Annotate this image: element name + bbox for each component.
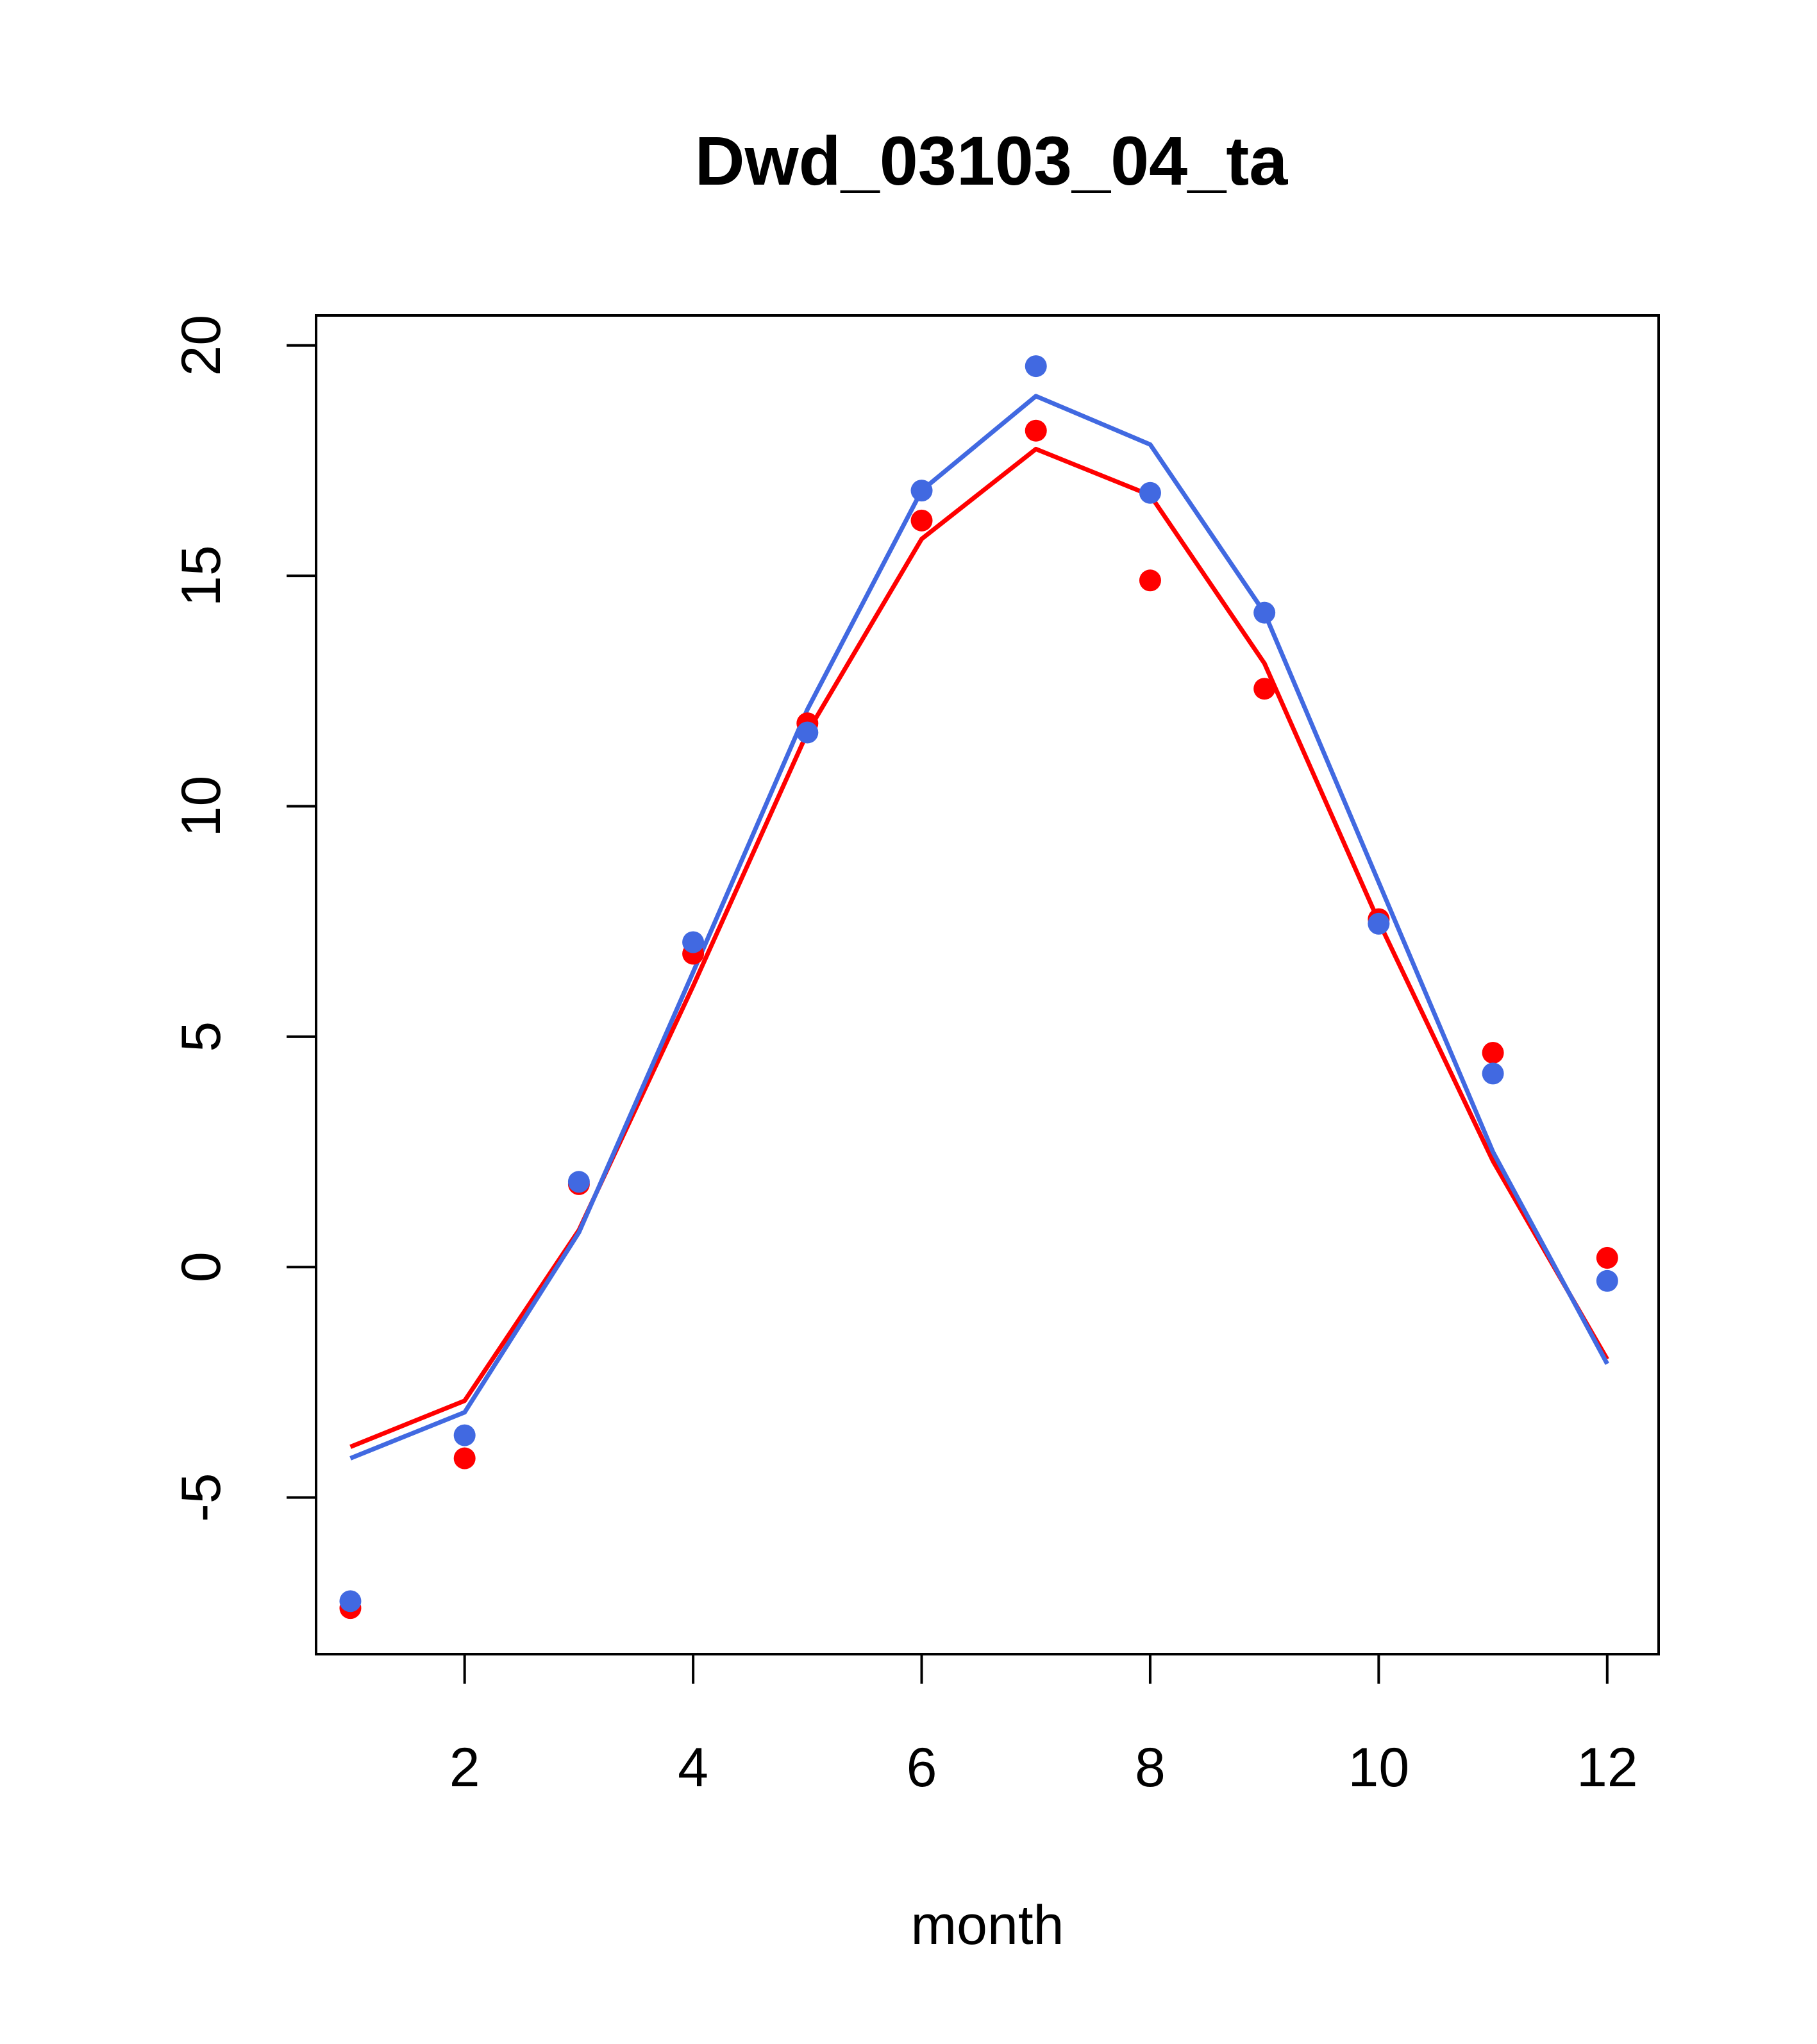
y-tick-label: 15	[171, 545, 232, 607]
x-tick-label: 2	[449, 1737, 480, 1798]
series-2-point	[567, 1171, 590, 1193]
y-axis: -5 0 5 10 15 20	[171, 315, 316, 1522]
y-tick-label: 20	[171, 315, 232, 376]
y-tick-label: 0	[171, 1252, 232, 1282]
series-2-point	[453, 1424, 476, 1446]
y-tick-label: -5	[171, 1473, 232, 1521]
series-1-point	[1482, 1042, 1504, 1064]
series-2-point	[682, 931, 705, 953]
series-1-point	[1596, 1246, 1618, 1269]
series-1-point	[1139, 569, 1161, 592]
series-2-line	[349, 394, 1609, 1461]
x-tick-label: 6	[907, 1737, 937, 1798]
series-2-point	[910, 480, 933, 502]
series-2-point	[796, 721, 819, 744]
chart-title: Dwd_03103_04_ta	[695, 122, 1289, 199]
plot-frame	[315, 314, 1660, 1655]
series-2-point	[1596, 1269, 1618, 1292]
y-tick-label: 10	[171, 776, 232, 837]
series-1-point	[1253, 678, 1276, 700]
series-1-point	[453, 1447, 476, 1470]
x-tick-label: 4	[678, 1737, 708, 1798]
series-2-point	[1139, 482, 1161, 504]
series-2-point	[1482, 1062, 1504, 1085]
series-2-point	[1368, 912, 1390, 935]
x-axis-title: month	[910, 1895, 1064, 1956]
x-axis: 2 4 6 8 10 12	[449, 1654, 1638, 1798]
series-2-point	[1253, 601, 1276, 624]
series-2-point	[1025, 355, 1047, 378]
x-tick-label: 10	[1348, 1737, 1410, 1798]
series-1-point	[910, 509, 933, 532]
series-2-point	[339, 1590, 362, 1613]
series-layer	[339, 355, 1618, 1620]
series-1-point	[1025, 419, 1047, 442]
x-tick-label: 12	[1577, 1737, 1638, 1798]
x-tick-label: 8	[1135, 1737, 1166, 1798]
y-tick-label: 5	[171, 1021, 232, 1052]
